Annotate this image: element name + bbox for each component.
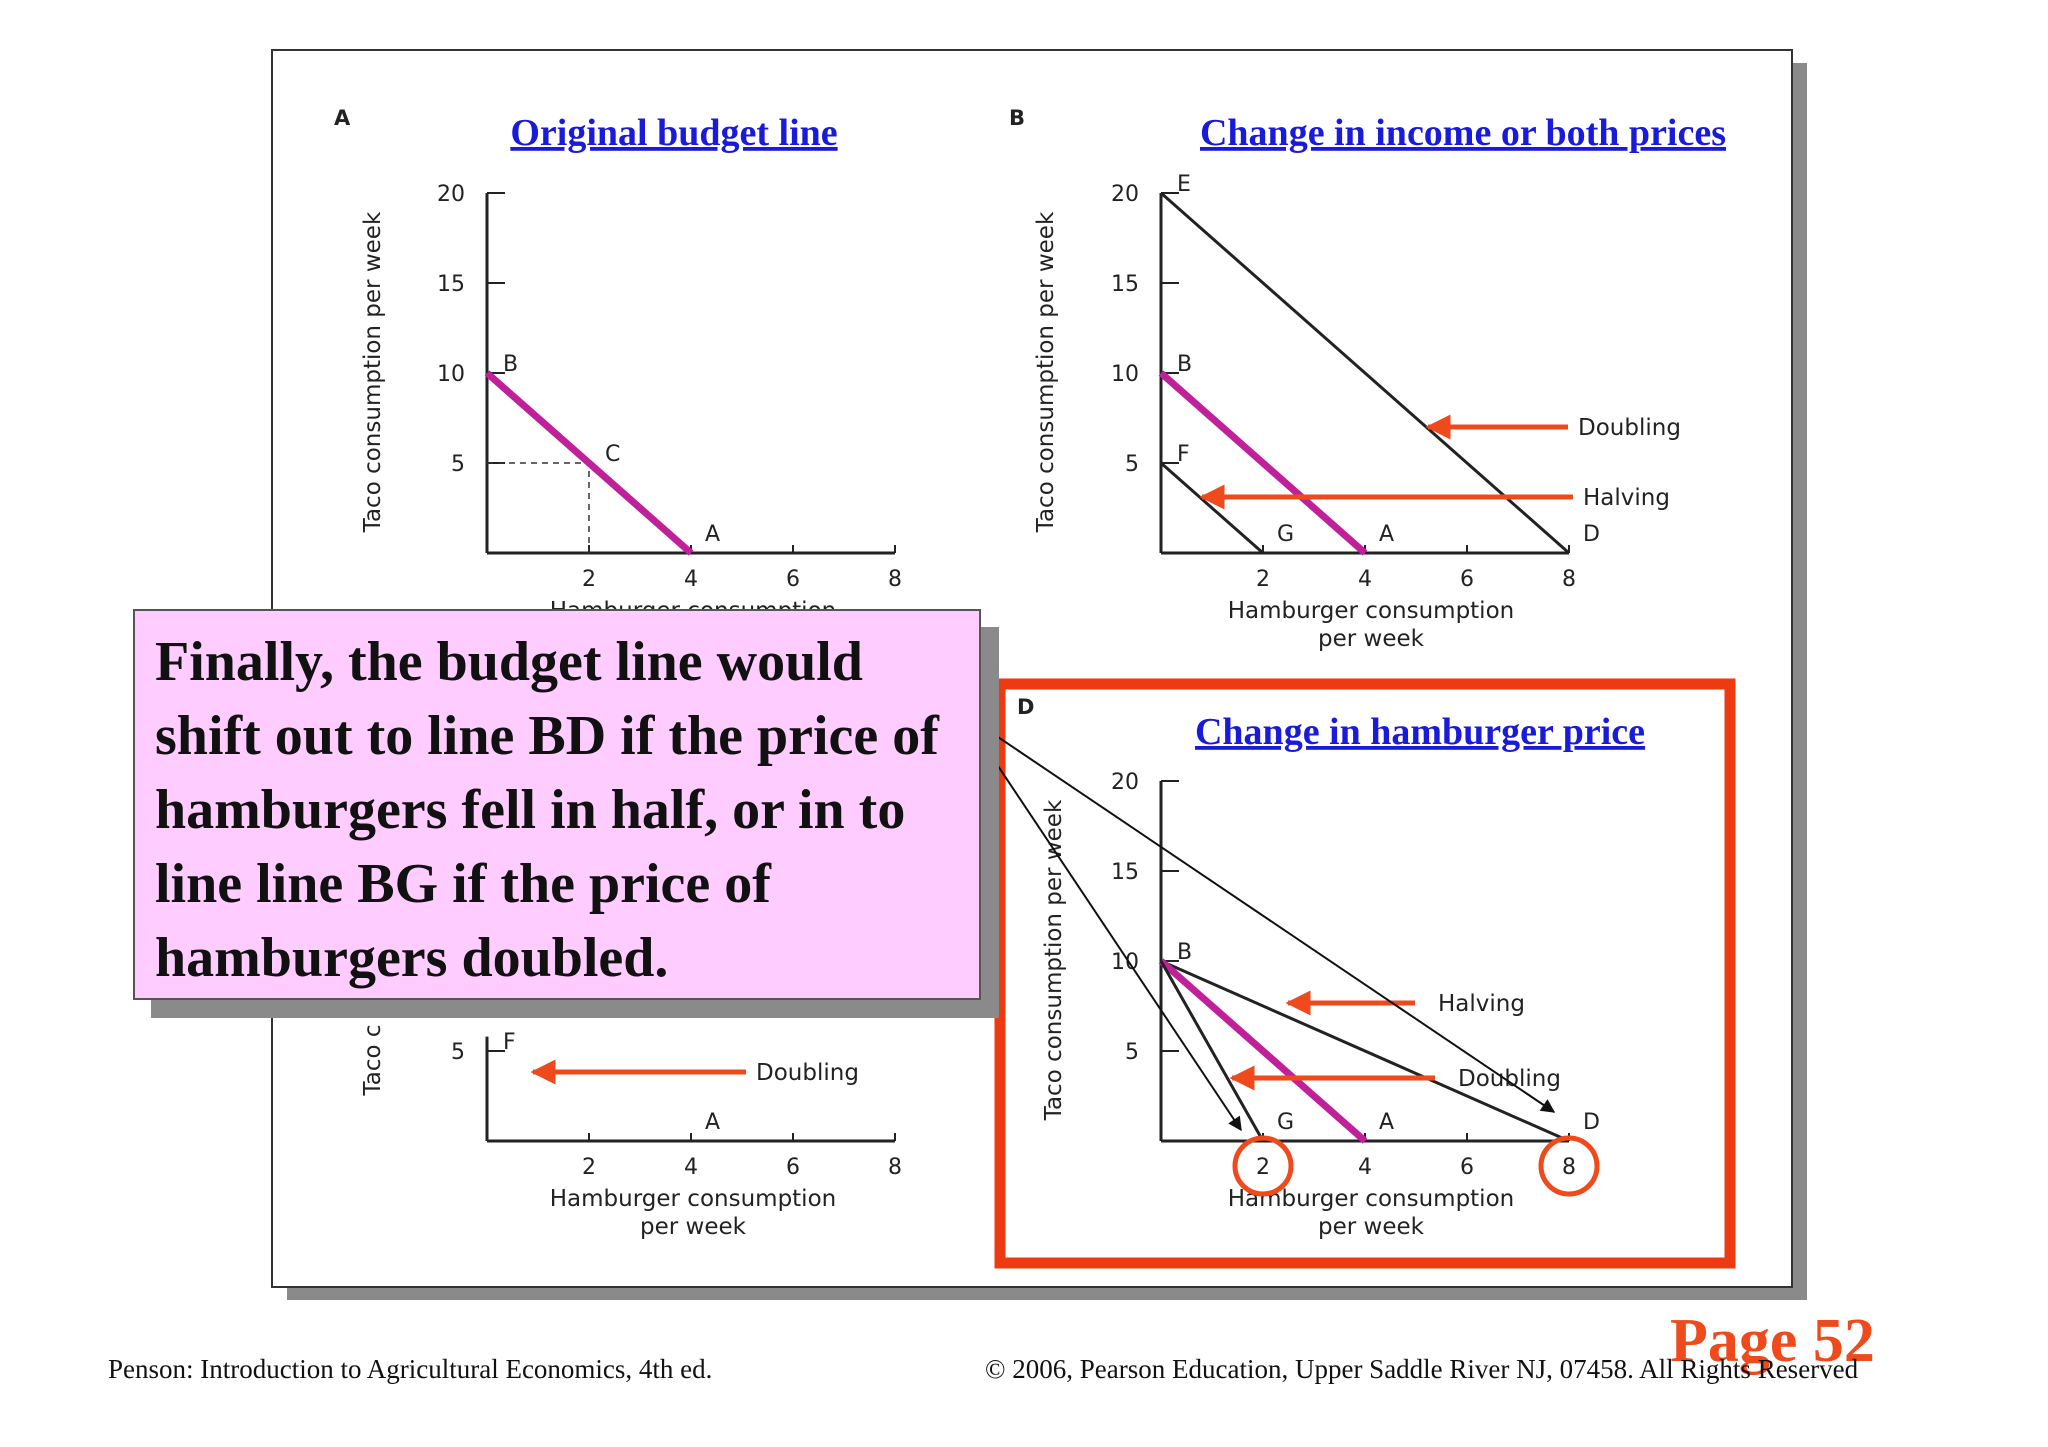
panel-a-x-tick-label-6: 6	[786, 567, 800, 592]
panel-a-x-tick-label-2: 2	[582, 567, 596, 592]
panel-b-arrow-label-halving: Halving	[1583, 485, 1670, 511]
panel-b-x-tick-label-6: 6	[1460, 567, 1474, 592]
panel-b-point-label-d: D	[1583, 522, 1600, 547]
panel-d-arrow-label-doubling: Doubling	[1458, 1066, 1561, 1092]
panel-c-point-label-a: A	[705, 1110, 720, 1135]
panel-a-title: Original budget line	[510, 112, 837, 154]
panel-d-x-tick-label-8: 8	[1562, 1155, 1576, 1180]
panel-b-arrow-label-doubling: Doubling	[1578, 415, 1681, 441]
panel-a-x-tick-label-4: 4	[684, 567, 698, 592]
panel-b-point-label-e: E	[1177, 172, 1191, 197]
panel-letter-d: D	[1017, 695, 1034, 719]
panel-a-point-label-c: C	[605, 442, 620, 467]
panel-d-point-label-g: G	[1277, 1110, 1294, 1135]
panel-d-x-tick-label-2: 2	[1256, 1155, 1270, 1180]
pointer-arrow-to-d	[954, 707, 1556, 1113]
panel-c-x-tick-label-4: 4	[684, 1155, 698, 1180]
panel-b-title: Change in income or both prices	[1200, 112, 1726, 154]
panel-b-x-axis-label-2: per week	[1318, 626, 1425, 652]
panel-b-x-tick-label-8: 8	[1562, 567, 1576, 592]
panel-d-x-tick-label-4: 4	[1358, 1155, 1372, 1180]
panel-d-arrow-label-halving: Halving	[1438, 991, 1525, 1017]
panel-d-line-bd	[1160, 959, 1570, 1143]
panel-c-x-tick-label-2: 2	[582, 1155, 596, 1180]
panel-c-y-axis-label: Taco c	[360, 1024, 386, 1096]
panel-b-y-axis-label: Taco consumption per week	[1033, 211, 1059, 533]
panel-b-y-tick-label-15: 15	[1111, 272, 1139, 297]
panel-b-point-label-b: B	[1177, 352, 1192, 377]
panel-d-point-label-b: B	[1177, 940, 1192, 965]
panel-a-y-tick-label-5: 5	[451, 452, 465, 477]
panel-a-x-tick-label-8: 8	[888, 567, 902, 592]
panel-d-line-ba	[1158, 958, 1368, 1144]
callout-box: Finally, the budget line would shift out…	[133, 609, 981, 1000]
callout-text: Finally, the budget line would shift out…	[155, 631, 939, 989]
panel-a-point-label-a: A	[705, 522, 720, 547]
panel-letter-a: A	[334, 106, 351, 130]
panel-b-point-label-g: G	[1277, 522, 1294, 547]
panel-a-line-ba	[484, 370, 694, 556]
panel-c-x-tick-label-8: 8	[888, 1155, 902, 1180]
panel-d-y-axis-label: Taco consumption per week	[1041, 799, 1067, 1121]
page-number: Page 52	[1670, 1307, 1875, 1375]
footer-copyright: © 2006, Pearson Education, Upper Saddle …	[985, 1354, 1859, 1384]
panel-b-x-tick-label-4: 4	[1358, 567, 1372, 592]
panel-c-x-axis-label-2: per week	[640, 1214, 747, 1240]
panel-d-x-axis-label-2: per week	[1318, 1214, 1425, 1240]
footer-source: Penson: Introduction to Agricultural Eco…	[108, 1354, 713, 1384]
panel-c-x-tick-label-6: 6	[786, 1155, 800, 1180]
panel-d-point-label-d: D	[1583, 1110, 1600, 1135]
panel-b-point-label-a: A	[1379, 522, 1394, 547]
panel-c-point-label-f: F	[503, 1030, 516, 1055]
panel-letter-b: B	[1009, 106, 1025, 130]
pointer-arrow-to-g	[961, 711, 1242, 1132]
panel-d-circle-tick-2	[1232, 1135, 1294, 1197]
panel-d-x-axis-label: Hamburger consumption	[1228, 1186, 1514, 1212]
panel-a-y-tick-label-20: 20	[437, 182, 465, 207]
panel-d-circle-tick-8	[1538, 1135, 1600, 1197]
panel-b-x-axis-label: Hamburger consumption	[1228, 598, 1514, 624]
panel-b-line-ed	[1160, 191, 1570, 555]
panel-d-line-bg	[1159, 960, 1265, 1142]
panel-d-title: Change in hamburger price	[1195, 711, 1645, 753]
panel-d-y-tick-label-15: 15	[1111, 860, 1139, 885]
panel-b-y-tick-label-10: 10	[1111, 362, 1139, 387]
panel-b-y-tick-label-5: 5	[1125, 452, 1139, 477]
panel-d-y-tick-label-5: 5	[1125, 1040, 1139, 1065]
panel-d-y-tick-label-20: 20	[1111, 770, 1139, 795]
panel-b-x-tick-label-2: 2	[1256, 567, 1270, 592]
panel-b-y-tick-label-20: 20	[1111, 182, 1139, 207]
panel-a-y-tick-label-10: 10	[437, 362, 465, 387]
panel-a-y-tick-label-15: 15	[437, 272, 465, 297]
panel-d-highlight-frame	[994, 678, 1736, 1269]
panel-a-y-axis-label: Taco consumption per week	[360, 211, 386, 533]
panel-c-arrow-label-doubling: Doubling	[756, 1060, 859, 1086]
panel-b-line-ba	[1158, 370, 1368, 556]
panel-d-point-label-a: A	[1379, 1110, 1394, 1135]
panel-a-point-label-b: B	[503, 352, 518, 377]
panel-c-y-tick-label-5: 5	[451, 1040, 465, 1065]
panel-c-x-axis-label: Hamburger consumption	[550, 1186, 836, 1212]
panel-b-point-label-f: F	[1177, 442, 1190, 467]
panel-d-x-tick-label-6: 6	[1460, 1155, 1474, 1180]
charts-layer: 2 4 6 8 5 10 15 20 Original budget line Taco cons…	[360, 112, 1726, 1240]
